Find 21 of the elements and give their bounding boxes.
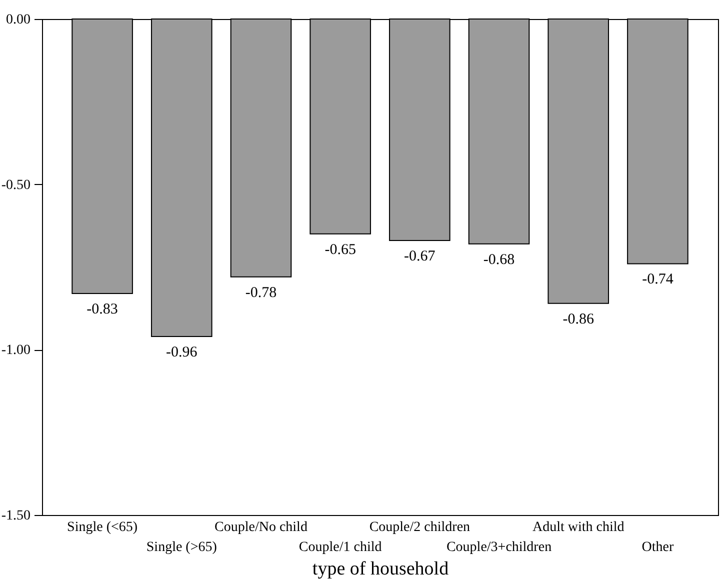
data-label: -0.83: [86, 301, 118, 318]
data-label: -0.68: [483, 252, 515, 268]
x-tick-label: Couple/2 children: [369, 520, 470, 535]
data-label: -0.96: [166, 344, 198, 360]
x-axis-title: type of household: [312, 558, 450, 580]
y-tick-label: 0.00: [6, 12, 30, 28]
x-tick-label: Single (>65): [146, 540, 218, 555]
x-tick-label: Couple/No child: [214, 520, 308, 535]
data-label: -0.86: [562, 311, 594, 328]
x-tick-label: Adult with child: [532, 520, 624, 535]
data-label: -0.74: [642, 272, 674, 288]
x-tick-label: Couple/1 child: [298, 540, 382, 555]
x-tick-label: Single (<65): [67, 520, 138, 535]
data-label: -0.78: [245, 284, 277, 301]
data-label: -0.65: [324, 242, 356, 258]
y-tick-label: -1.50: [1, 508, 30, 524]
y-tick-label: -0.50: [1, 178, 30, 193]
x-tick-label: Couple/3+children: [446, 540, 552, 555]
x-tick-label: Other: [642, 540, 674, 555]
y-tick-label: -1.00: [1, 343, 30, 358]
data-label: -0.67: [404, 248, 436, 265]
